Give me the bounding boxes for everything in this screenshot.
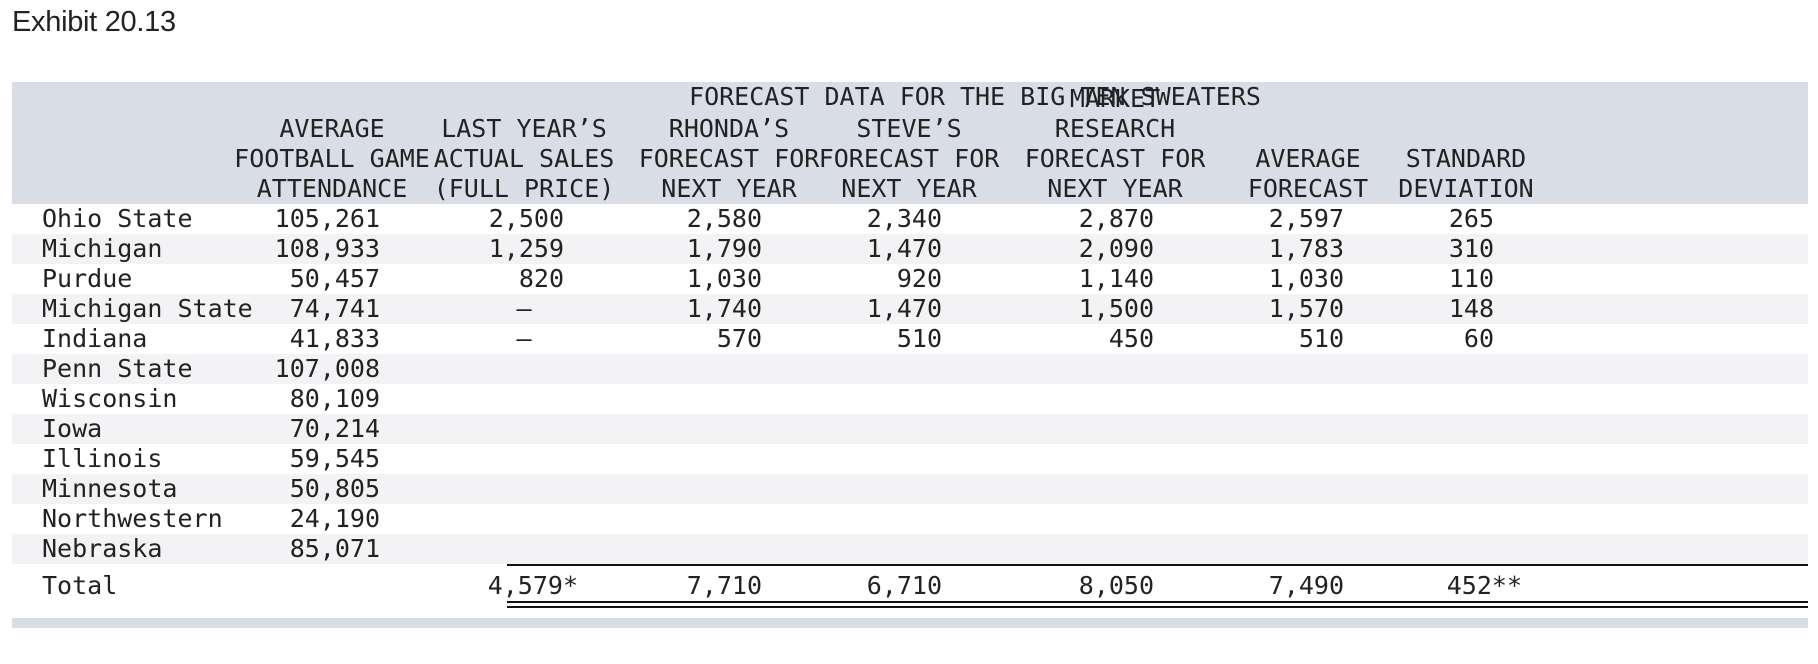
table-cell: 107,008 (275, 354, 380, 384)
table-row: Michigan 108,933 1,259 1,790 1,470 2,090 1,783… (12, 234, 1808, 264)
column-header-line: NEXT YEAR (1005, 174, 1225, 204)
column-header-line: LAST YEAR’S (414, 114, 634, 144)
total-cell: 452** (1447, 564, 1522, 608)
team-name: Indiana (42, 324, 147, 354)
total-cell: 8,050 (1079, 564, 1154, 608)
total-cell: 4,579* (488, 564, 578, 608)
table-cell: 570 (717, 324, 762, 354)
table-cell: 148 (1449, 294, 1494, 324)
table-cell: 2,500 (489, 204, 564, 234)
table-row: Iowa 70,214 (12, 414, 1808, 444)
table-row: Illinois 59,545 (12, 444, 1808, 474)
table-row: Michigan State 74,741 – 1,740 1,470 1,500 1,57… (12, 294, 1808, 324)
table-cell: 50,805 (290, 474, 380, 504)
table-cell: 920 (897, 264, 942, 294)
table-cell: 450 (1109, 324, 1154, 354)
table-cell: 74,741 (290, 294, 380, 324)
team-name: Michigan (42, 234, 162, 264)
column-header-line: MARKET RESEARCH (1005, 84, 1225, 144)
team-name: Minnesota (42, 474, 177, 504)
team-name: Northwestern (42, 504, 223, 534)
table-row: Nebraska 85,071 (12, 534, 1808, 564)
table-cell: 820 (519, 264, 564, 294)
exhibit-title: Exhibit 20.13 (12, 6, 176, 39)
column-header-line: ATTENDANCE (222, 174, 442, 204)
table-header: FORECAST DATA FOR THE BIG TEN SWEATERS A… (12, 82, 1808, 204)
table-cell: 1,259 (489, 234, 564, 264)
team-name: Ohio State (42, 204, 193, 234)
forecast-table: FORECAST DATA FOR THE BIG TEN SWEATERS A… (12, 82, 1808, 628)
table-cell: 50,457 (290, 264, 380, 294)
total-cell: 6,710 (867, 564, 942, 608)
table-row: Purdue 50,457 820 1,030 920 1,140 1,030 110 (12, 264, 1808, 294)
column-header-line: FORECAST FOR (1005, 144, 1225, 174)
table-cell: 1,500 (1079, 294, 1154, 324)
table-row: Minnesota 50,805 (12, 474, 1808, 504)
table-cell: 105,261 (275, 204, 380, 234)
table-row: Ohio State 105,261 2,500 2,580 2,340 2,870 2,5… (12, 204, 1808, 234)
table-cell: 41,833 (290, 324, 380, 354)
column-header-line: DEVIATION (1356, 174, 1576, 204)
total-cell: 7,710 (687, 564, 762, 608)
table-cell: – (504, 294, 544, 324)
table-cell: 1,030 (1269, 264, 1344, 294)
table-row: Penn State 107,008 (12, 354, 1808, 384)
total-label: Total (42, 564, 117, 608)
table-cell: 310 (1449, 234, 1494, 264)
team-name: Nebraska (42, 534, 162, 564)
total-row: Total 4,579* 7,710 6,710 8,050 7,490 452** (12, 564, 1808, 608)
column-header-line: (FULL PRICE) (414, 174, 634, 204)
team-name: Penn State (42, 354, 193, 384)
team-name: Illinois (42, 444, 162, 474)
table-cell: 70,214 (290, 414, 380, 444)
table-row: Northwestern 24,190 (12, 504, 1808, 534)
team-name: Wisconsin (42, 384, 177, 414)
team-name: Purdue (42, 264, 132, 294)
team-name: Michigan State (42, 294, 253, 324)
table-cell: 510 (897, 324, 942, 354)
table-cell: 24,190 (290, 504, 380, 534)
column-header-line: STANDARD (1356, 144, 1576, 174)
column-header-line: NEXT YEAR (799, 174, 1019, 204)
column-header-line: FOOTBALL GAME (222, 144, 442, 174)
team-name: Iowa (42, 414, 102, 444)
table-row: Wisconsin 80,109 (12, 384, 1808, 414)
total-cell: 7,490 (1269, 564, 1344, 608)
table-cell: 2,870 (1079, 204, 1154, 234)
column-header-line: ACTUAL SALES (414, 144, 634, 174)
table-cell: 60 (1464, 324, 1494, 354)
table-cell: 85,071 (290, 534, 380, 564)
column-header-line: STEVE’S (799, 114, 1019, 144)
table-cell: 265 (1449, 204, 1494, 234)
column-header: STEVE’S FORECAST FOR NEXT YEAR (799, 114, 1019, 204)
table-cell: 1,470 (867, 234, 942, 264)
table-row: Indiana 41,833 – 570 510 450 510 60 (12, 324, 1808, 354)
table-cell: 1,783 (1269, 234, 1344, 264)
table-cell: 1,140 (1079, 264, 1154, 294)
table-cell: 2,340 (867, 204, 942, 234)
table-cell: 2,597 (1269, 204, 1344, 234)
table-cell: 110 (1449, 264, 1494, 294)
table-cell: 2,090 (1079, 234, 1154, 264)
table-body: Ohio State 105,261 2,500 2,580 2,340 2,870 2,5… (12, 204, 1808, 564)
table-cell: 108,933 (275, 234, 380, 264)
table-cell: 2,580 (687, 204, 762, 234)
column-header-line: FORECAST FOR (799, 144, 1019, 174)
table-cell: 1,570 (1269, 294, 1344, 324)
table-cell: 510 (1299, 324, 1344, 354)
table-footer-band (12, 618, 1808, 628)
table-super-title: FORECAST DATA FOR THE BIG TEN SWEATERS (12, 82, 1808, 112)
table-cell: 1,740 (687, 294, 762, 324)
table-cell: – (504, 324, 544, 354)
column-header: AVERAGE FOOTBALL GAME ATTENDANCE (222, 114, 442, 204)
table-cell: 1,790 (687, 234, 762, 264)
column-header: STANDARD DEVIATION (1356, 144, 1576, 204)
column-header-line: AVERAGE (222, 114, 442, 144)
column-header: MARKET RESEARCH FORECAST FOR NEXT YEAR (1005, 84, 1225, 204)
table-cell: 1,030 (687, 264, 762, 294)
table-cell: 59,545 (290, 444, 380, 474)
column-header: LAST YEAR’S ACTUAL SALES (FULL PRICE) (414, 114, 634, 204)
table-cell: 80,109 (290, 384, 380, 414)
table-cell: 1,470 (867, 294, 942, 324)
